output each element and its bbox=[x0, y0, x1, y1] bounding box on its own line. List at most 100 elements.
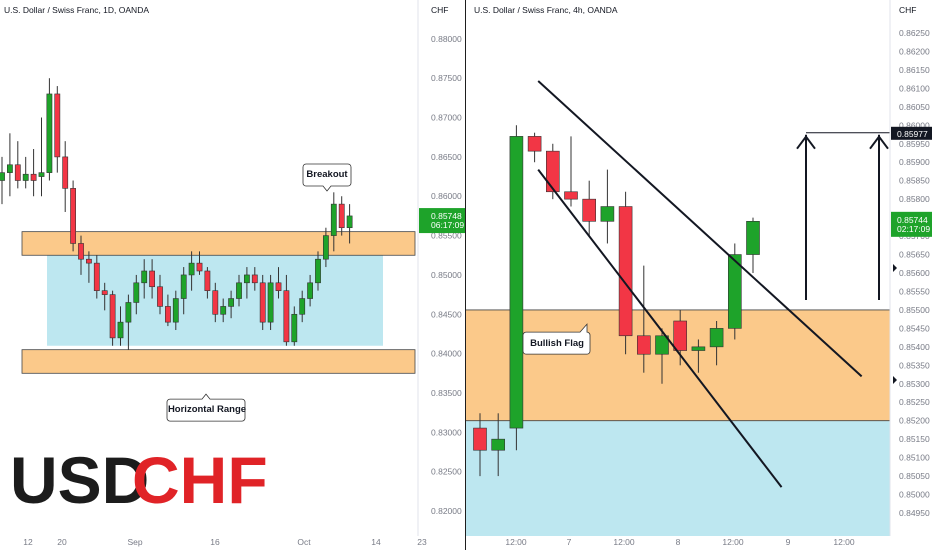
daily-candle[interactable] bbox=[14, 164, 21, 181]
daily-candle[interactable] bbox=[259, 282, 266, 323]
daily-candle[interactable] bbox=[251, 274, 258, 284]
bullish-flag-label: Bullish Flag bbox=[530, 338, 584, 349]
y-axis-tick: 0.85100 bbox=[899, 453, 930, 463]
daily-candle[interactable] bbox=[299, 298, 306, 315]
daily-candle[interactable] bbox=[228, 298, 234, 307]
h4-candle[interactable] bbox=[564, 191, 578, 200]
h4-chart-panel[interactable]: Bullish Flag 0.86250 0.86200 0.86150 0.8610… bbox=[466, 0, 932, 550]
h4-candle[interactable] bbox=[473, 427, 487, 451]
h4-candle[interactable] bbox=[673, 320, 687, 351]
daily-candle[interactable] bbox=[236, 282, 242, 299]
x-axis-tick: 12:00 bbox=[505, 537, 527, 547]
y-axis-tick: 0.84000 bbox=[431, 349, 462, 359]
x-axis-tick: 14 bbox=[371, 537, 381, 547]
daily-candle[interactable] bbox=[22, 173, 29, 181]
logo-usd: USD bbox=[10, 443, 149, 517]
h4-candle[interactable] bbox=[637, 335, 651, 355]
daily-candle[interactable] bbox=[125, 302, 132, 323]
daily-candle[interactable] bbox=[54, 93, 61, 158]
y-axis-tick: 0.85600 bbox=[899, 268, 930, 278]
bar-countdown: 02:17:09 bbox=[897, 224, 930, 234]
daily-candle[interactable] bbox=[133, 282, 140, 303]
daily-candle[interactable] bbox=[62, 156, 69, 189]
daily-candle[interactable] bbox=[101, 290, 108, 295]
h4-candle[interactable] bbox=[491, 438, 506, 451]
y-axis-tick: 0.85000 bbox=[899, 490, 930, 500]
daily-chart-panel[interactable]: Breakout Horizontal Range 0.88000 0.87500 0… bbox=[0, 0, 466, 550]
h4-candle[interactable] bbox=[618, 206, 633, 337]
daily-candle[interactable] bbox=[149, 270, 155, 288]
daily-candle[interactable] bbox=[267, 282, 274, 323]
daily-candle[interactable] bbox=[141, 270, 148, 284]
daily-candle[interactable] bbox=[212, 290, 219, 315]
daily-candle[interactable] bbox=[315, 258, 321, 284]
daily-candle[interactable] bbox=[307, 282, 313, 299]
currency-label[interactable]: CHF bbox=[431, 5, 448, 15]
daily-candle[interactable] bbox=[46, 93, 53, 173]
chart-title: U.S. Dollar / Swiss Franc, 1D, OANDA bbox=[4, 5, 149, 15]
horizontal-range-callout bbox=[166, 393, 246, 422]
y-axis-tick: 0.86000 bbox=[899, 120, 930, 130]
h4-candle[interactable] bbox=[727, 254, 742, 329]
daily-candle[interactable] bbox=[275, 282, 282, 291]
target-arrow-head-1 bbox=[796, 135, 816, 150]
daily-candle[interactable] bbox=[244, 274, 250, 284]
daily-candle[interactable] bbox=[220, 306, 227, 315]
daily-candle[interactable] bbox=[196, 262, 203, 272]
y-axis-tick: 0.86100 bbox=[899, 83, 930, 93]
h4-chart[interactable]: Bullish Flag 0.86250 0.86200 0.86150 0.8610… bbox=[466, 0, 932, 550]
flag-trendline-2[interactable] bbox=[537, 169, 783, 488]
y-axis-tick: 0.82500 bbox=[431, 467, 462, 477]
daily-candle[interactable] bbox=[0, 172, 5, 181]
flag-trendline-1[interactable] bbox=[537, 80, 863, 378]
y-axis-tick: 0.85300 bbox=[899, 379, 930, 389]
daily-candle[interactable] bbox=[204, 270, 211, 291]
daily-candle[interactable] bbox=[117, 321, 124, 339]
h4-candle[interactable] bbox=[600, 206, 615, 222]
y-axis-tick: 0.86500 bbox=[431, 152, 462, 162]
x-axis-tick: Oct bbox=[297, 537, 311, 547]
daily-candle[interactable] bbox=[165, 306, 171, 323]
h4-candle[interactable] bbox=[709, 328, 724, 348]
currency-label[interactable]: CHF bbox=[899, 5, 916, 15]
daily-chart[interactable]: Breakout Horizontal Range 0.88000 0.87500 0… bbox=[0, 0, 466, 550]
y-axis-tick: 0.85200 bbox=[899, 416, 930, 426]
h4-candle[interactable] bbox=[655, 335, 669, 355]
y-axis-tick: 0.85500 bbox=[431, 231, 462, 241]
daily-candle[interactable] bbox=[70, 188, 76, 244]
h4-candle[interactable] bbox=[582, 198, 596, 222]
daily-candle[interactable] bbox=[109, 294, 116, 339]
daily-candle[interactable] bbox=[172, 298, 179, 323]
y-axis-tick: 0.87500 bbox=[431, 73, 462, 83]
axis-marker bbox=[893, 376, 897, 384]
daily-candle[interactable] bbox=[188, 262, 195, 276]
daily-candle[interactable] bbox=[86, 258, 92, 264]
daily-candle[interactable] bbox=[322, 235, 329, 260]
daily-candle[interactable] bbox=[283, 290, 290, 343]
h4-candle[interactable] bbox=[691, 346, 706, 351]
y-axis-tick: 0.85350 bbox=[899, 360, 930, 370]
target-arrow-head-2 bbox=[869, 135, 889, 150]
h4-candle[interactable] bbox=[509, 136, 524, 429]
y-axis-tick: 0.85550 bbox=[899, 286, 930, 296]
y-axis-tick: 0.85900 bbox=[899, 157, 930, 167]
daily-candle[interactable] bbox=[93, 262, 100, 291]
y-axis-tick: 0.84500 bbox=[431, 309, 462, 319]
y-axis-tick: 0.85500 bbox=[899, 305, 930, 315]
daily-candle[interactable] bbox=[30, 173, 37, 181]
h4-candle[interactable] bbox=[546, 150, 560, 193]
daily-candle[interactable] bbox=[346, 215, 353, 229]
daily-candle[interactable] bbox=[338, 203, 345, 229]
h4-candle[interactable] bbox=[746, 221, 760, 255]
daily-candle[interactable] bbox=[7, 164, 13, 173]
daily-candle[interactable] bbox=[157, 286, 163, 307]
daily-candle[interactable] bbox=[78, 243, 84, 260]
daily-candle[interactable] bbox=[291, 313, 298, 343]
daily-candle[interactable] bbox=[38, 172, 45, 177]
daily-candle[interactable] bbox=[180, 274, 187, 299]
daily-candle[interactable] bbox=[330, 203, 337, 236]
logo-chf: CHF bbox=[132, 443, 268, 517]
y-axis-tick: 0.85450 bbox=[899, 323, 930, 333]
h4-candle[interactable] bbox=[527, 136, 542, 152]
x-axis-tick: Sep bbox=[127, 537, 142, 547]
